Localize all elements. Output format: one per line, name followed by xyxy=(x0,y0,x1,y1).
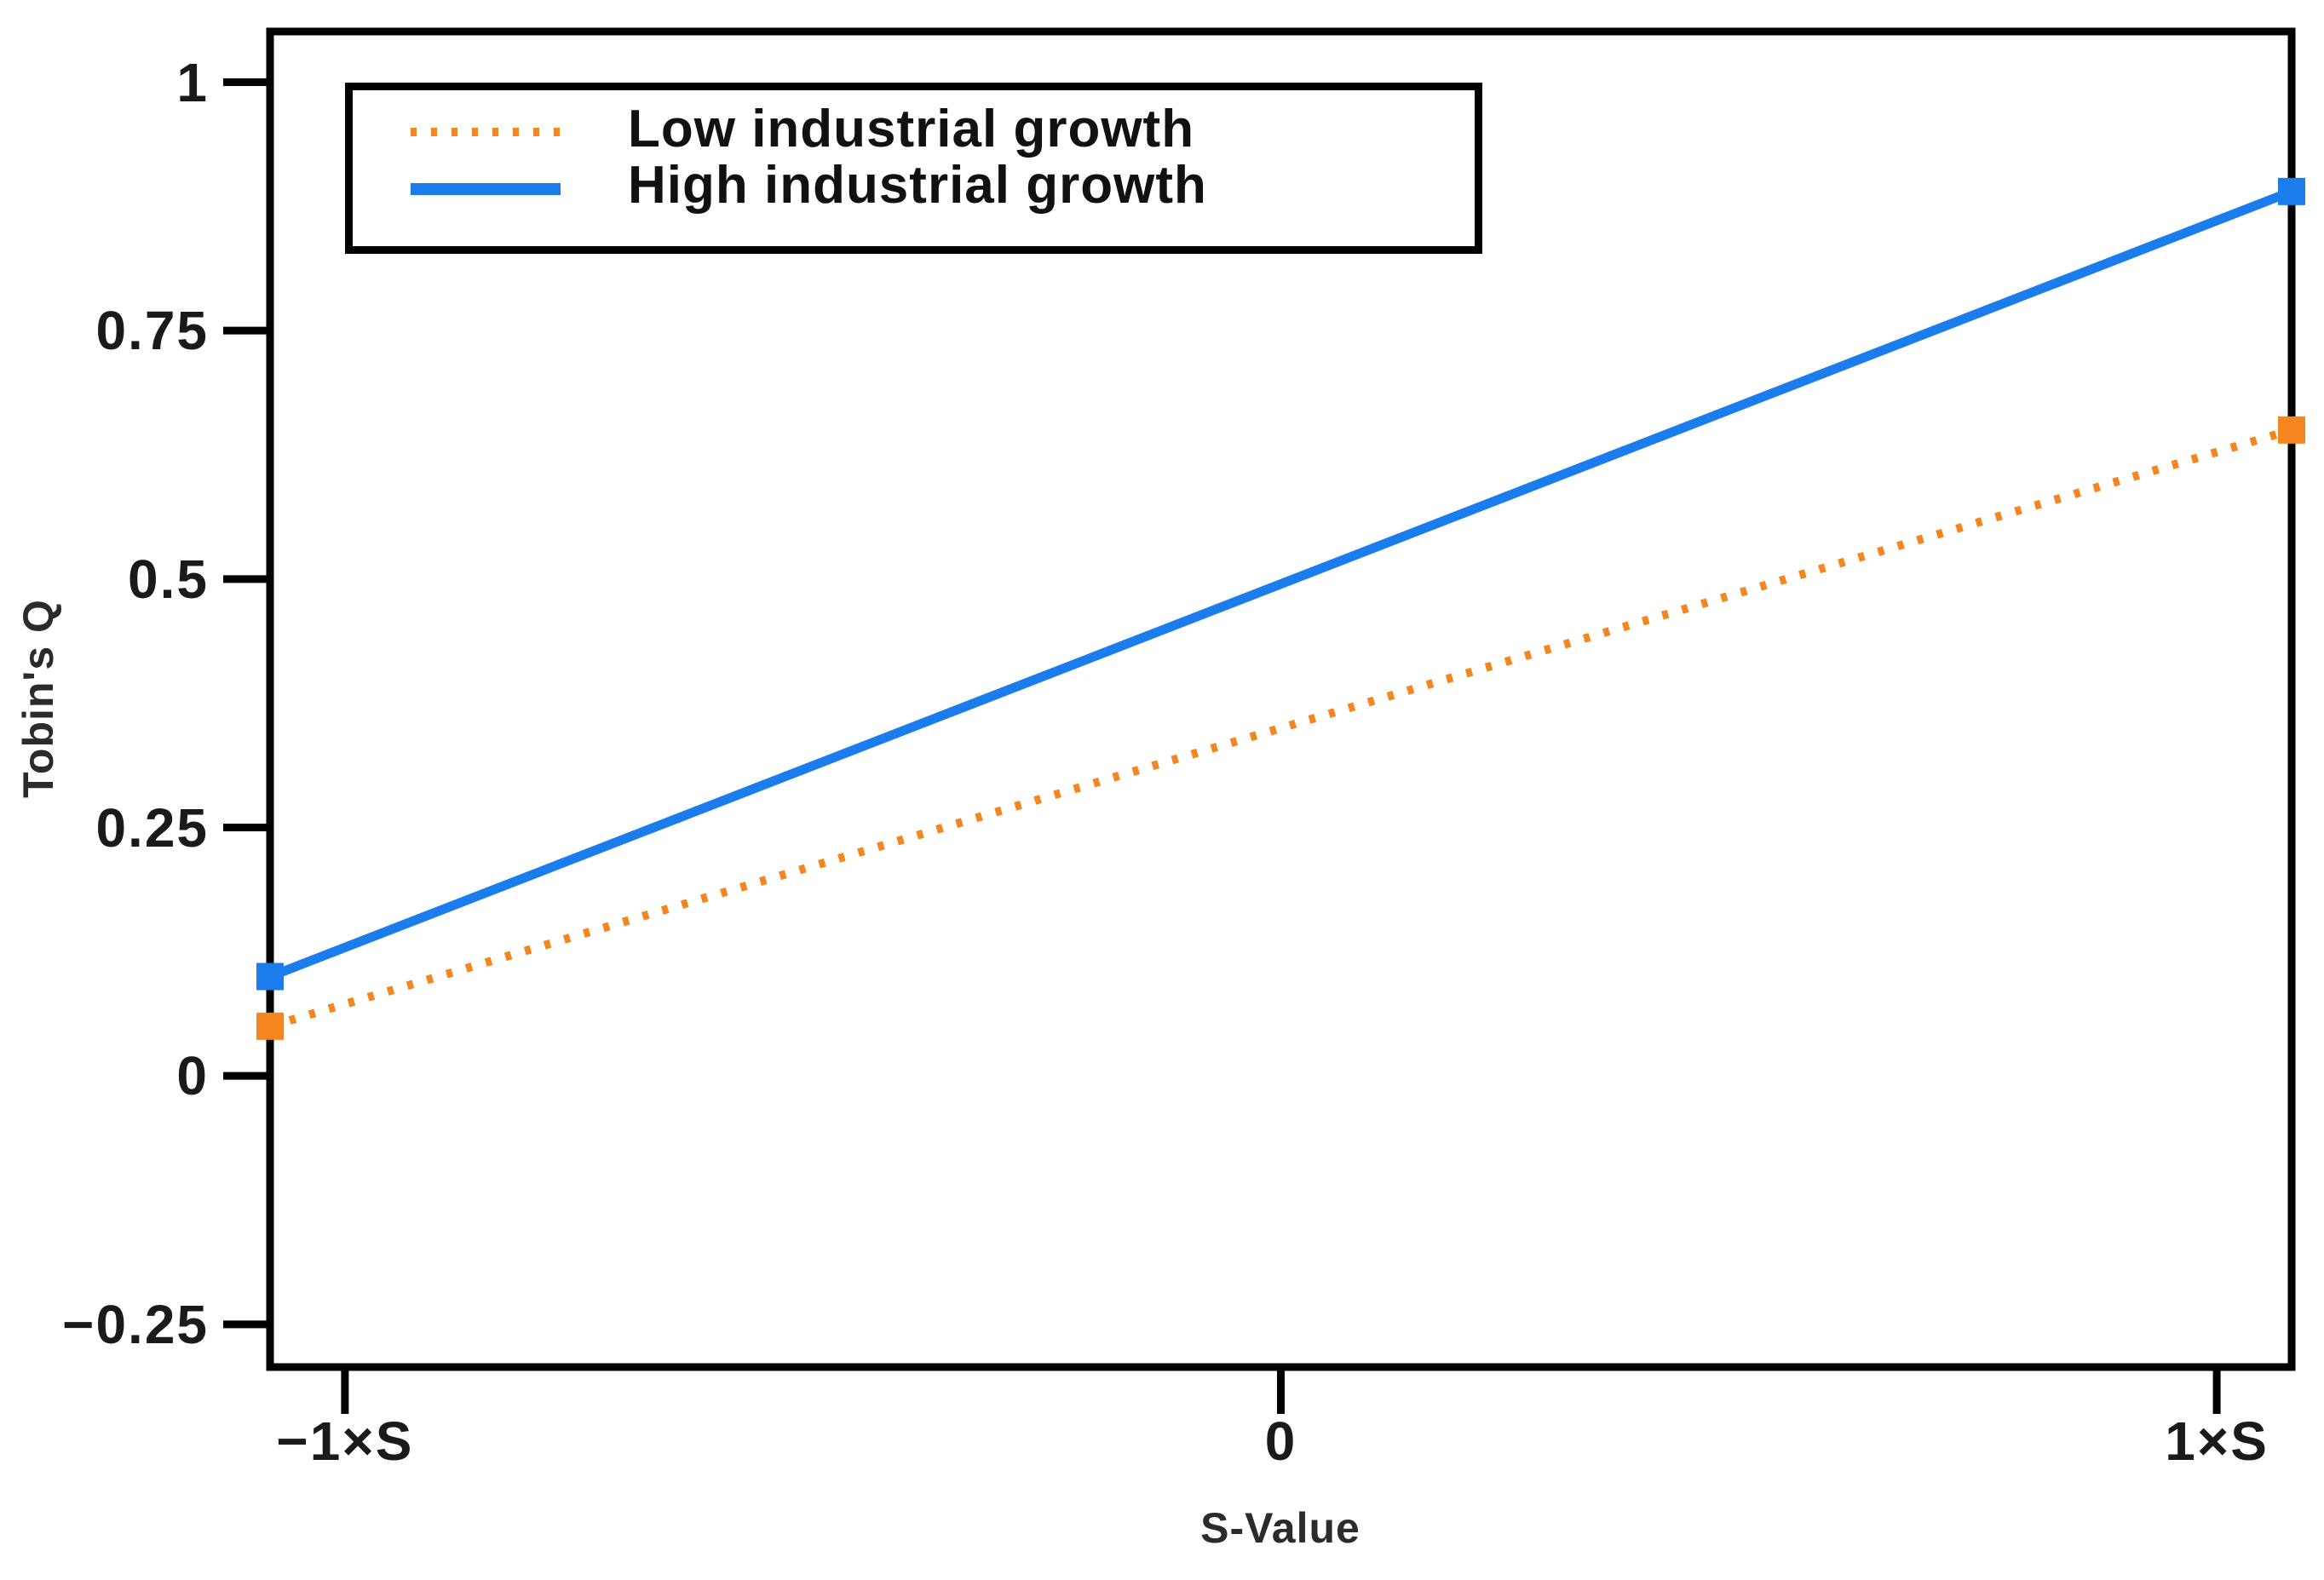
legend-line-sample-low xyxy=(411,128,561,136)
y-tick-label: 0.25 xyxy=(95,796,209,859)
y-tick-label: 0 xyxy=(176,1045,209,1107)
x-tick-label: −1×S xyxy=(276,1411,414,1472)
series-line-high-industrial-growth xyxy=(268,187,2293,981)
series-marker xyxy=(2278,177,2305,205)
series-marker xyxy=(256,1012,284,1040)
y-tick-label: 1 xyxy=(176,51,209,113)
y-axis-title: Tobin's Q xyxy=(14,599,62,798)
legend: Low industrial growth High industrial gr… xyxy=(345,83,1482,254)
y-tick-label: −0.25 xyxy=(62,1293,209,1355)
x-axis-title: S-Value xyxy=(1200,1504,1360,1552)
x-tick-label: 0 xyxy=(1264,1411,1297,1472)
legend-label-high: High industrial growth xyxy=(628,156,1207,215)
y-tick-label: 0.5 xyxy=(128,548,209,610)
y-tick-label: 0.75 xyxy=(95,300,209,362)
series-line-low-industrial-growth xyxy=(268,426,2293,1031)
series-marker xyxy=(256,962,284,991)
x-tick-label: 1×S xyxy=(2165,1411,2269,1472)
legend-label-low: Low industrial growth xyxy=(628,100,1195,158)
series-marker xyxy=(2278,416,2305,444)
legend-line-sample-high xyxy=(411,183,561,195)
